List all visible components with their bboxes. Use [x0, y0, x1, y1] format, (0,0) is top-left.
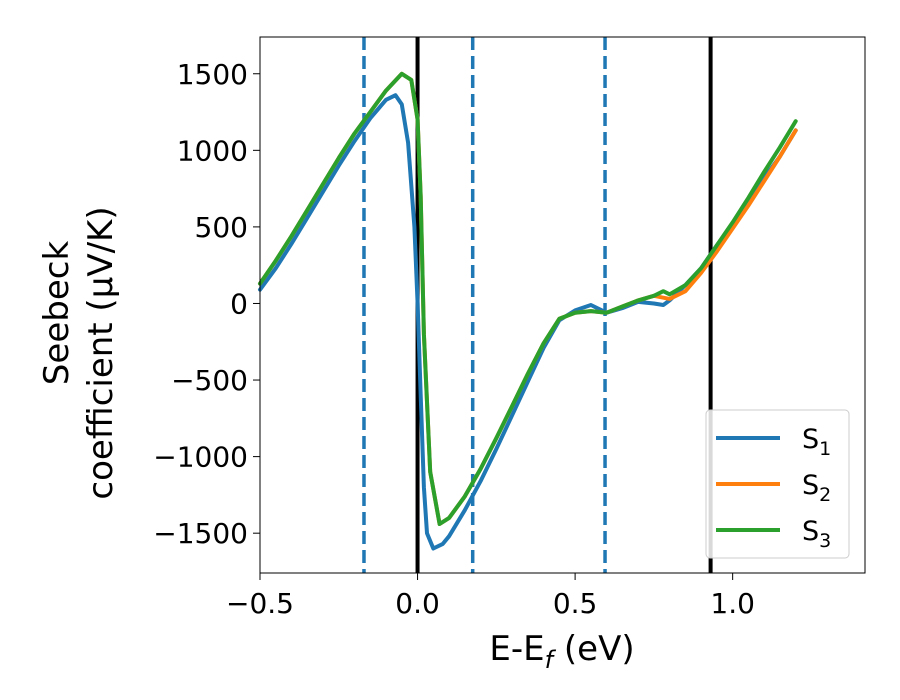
y-axis-ticks: −1500 −1000 −500 0 500 1000 1500 [153, 58, 260, 550]
x-tick-label: 0.0 [395, 587, 440, 620]
legend-label-s2: S2 [802, 470, 831, 506]
legend-label-s1: S1 [802, 424, 831, 460]
series-lines [258, 71, 798, 551]
y-tick-label: −500 [171, 364, 248, 397]
x-tick-label: 1.0 [710, 587, 755, 620]
y-axis-label-line1: Seebeck [37, 241, 77, 386]
y-tick-label: −1500 [153, 517, 248, 550]
x-axis-ticks: −0.5 0.0 0.5 1.0 [226, 573, 755, 620]
x-tick-label: −0.5 [226, 587, 294, 620]
plot-area-frame [259, 36, 866, 574]
x-tick-label: 0.5 [553, 587, 598, 620]
y-tick-label: 0 [230, 287, 248, 320]
y-tick-label: −1000 [153, 441, 248, 474]
legend-label-s3: S3 [802, 516, 831, 552]
y-axis-label-line2: coefficient (μV/K) [81, 206, 121, 499]
y-tick-label: 1500 [177, 58, 248, 91]
series-line-s3 [258, 71, 798, 526]
legend: S1 S2 S3 [705, 409, 850, 559]
x-axis-label: E-Ef (eV) [489, 629, 634, 674]
y-tick-label: 1000 [177, 134, 248, 167]
y-tick-label: 500 [195, 211, 248, 244]
